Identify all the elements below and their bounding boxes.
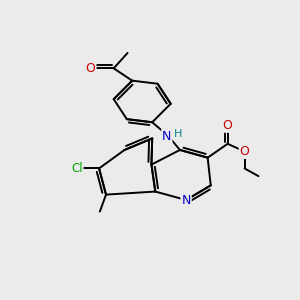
Text: Cl: Cl (71, 162, 82, 175)
Text: N: N (182, 194, 191, 206)
Text: O: O (86, 62, 95, 75)
Text: N: N (162, 130, 172, 142)
Text: O: O (240, 145, 250, 158)
Text: H: H (173, 129, 182, 139)
Text: O: O (223, 119, 232, 132)
